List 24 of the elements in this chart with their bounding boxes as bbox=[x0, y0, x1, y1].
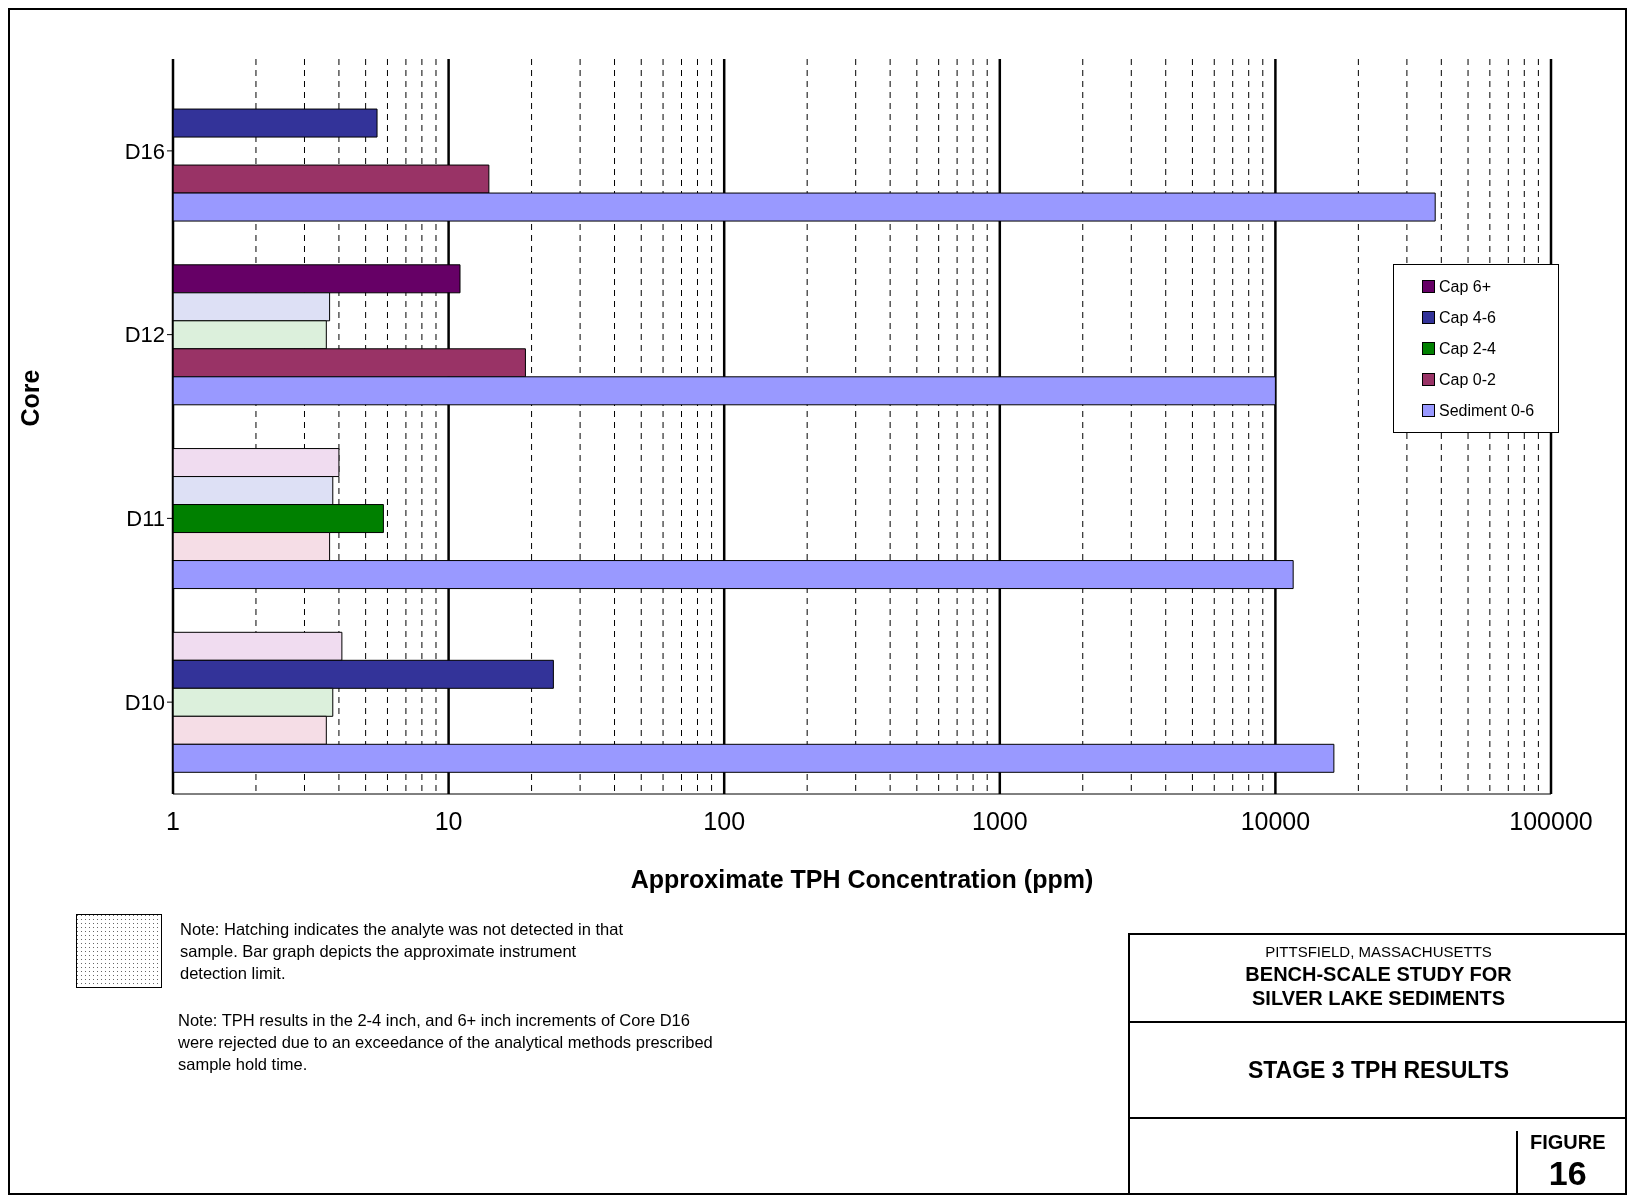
text: Note: TPH results in the 2-4 inch, and 6+ inch increments of Core D16 were rejected due to an exceedance of the analytical methods prescribed sample hold time. bbox=[178, 1010, 714, 1075]
y-tick-label: D11 bbox=[126, 506, 165, 532]
x-tick-label: 1 bbox=[166, 806, 180, 835]
legend-label: Cap 0-2 bbox=[1439, 370, 1496, 389]
legend-label: Cap 6+ bbox=[1439, 277, 1492, 296]
x-tick-label: 10 bbox=[434, 806, 463, 835]
x-tick-label: 100000 bbox=[1509, 806, 1593, 835]
y-tick-label: D10 bbox=[124, 689, 165, 715]
text: BENCH-SCALE STUDY FOR SILVER LAKE SEDIMENTS bbox=[1244, 962, 1513, 1010]
legend-label: Cap 4-6 bbox=[1439, 308, 1496, 327]
text: FIGURE bbox=[1530, 1131, 1606, 1154]
x-axis-title: Approximate TPH Concentration (ppm) bbox=[630, 865, 1094, 893]
x-tick-label: 100 bbox=[703, 806, 746, 835]
text: PITTSFIELD, MASSACHUSETTS bbox=[1264, 943, 1493, 960]
legend-label: Sediment 0-6 bbox=[1439, 401, 1535, 420]
legend-label: Cap 2-4 bbox=[1439, 339, 1496, 358]
text: Note: Hatching indicates the analyte was not detected in that sample. Bar graph depicts the approximate instrument detection limit. bbox=[180, 919, 625, 984]
text: 16 bbox=[1547, 1154, 1588, 1193]
text: STAGE 3 TPH RESULTS bbox=[1130, 1023, 1627, 1119]
y-tick-label: D16 bbox=[124, 138, 165, 164]
x-tick-label: 1000 bbox=[971, 806, 1028, 835]
x-tick-label: 10000 bbox=[1240, 806, 1311, 835]
y-axis-title: Core bbox=[15, 369, 44, 427]
y-tick-label: D12 bbox=[124, 322, 165, 348]
